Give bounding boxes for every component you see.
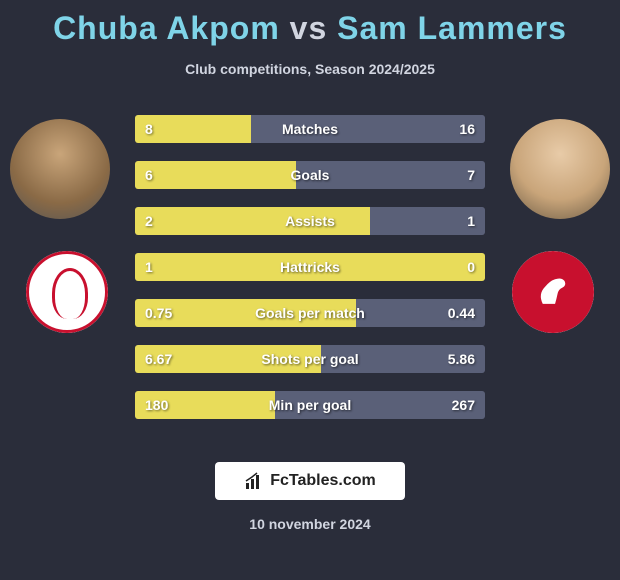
player1-name: Chuba Akpom — [53, 10, 280, 46]
bar-left — [135, 161, 296, 189]
vs-text: vs — [290, 10, 328, 46]
stat-label: Shots per goal — [261, 351, 358, 367]
player1-face-placeholder — [10, 119, 110, 219]
ajax-logo-icon — [26, 251, 108, 333]
chart-icon — [244, 471, 264, 491]
stat-row: 2 1 Assists — [135, 207, 485, 235]
stat-row: 6 7 Goals — [135, 161, 485, 189]
branding-badge: FcTables.com — [215, 462, 405, 500]
stat-row: 6.67 5.86 Shots per goal — [135, 345, 485, 373]
stat-value-left: 8 — [145, 121, 153, 137]
stat-value-right: 267 — [452, 397, 475, 413]
stat-row: 0.75 0.44 Goals per match — [135, 299, 485, 327]
stat-value-right: 16 — [459, 121, 475, 137]
stat-value-right: 0.44 — [448, 305, 475, 321]
branding-text: FcTables.com — [270, 472, 376, 490]
stat-value-left: 2 — [145, 213, 153, 229]
comparison-content: 8 16 Matches 6 7 Goals 2 1 Assists 1 0 Hattricks 0.7… — [0, 107, 620, 437]
stat-value-right: 0 — [467, 259, 475, 275]
stat-value-left: 1 — [145, 259, 153, 275]
stat-value-right: 1 — [467, 213, 475, 229]
player1-avatar — [10, 119, 110, 219]
stat-value-left: 6 — [145, 167, 153, 183]
stat-row: 8 16 Matches — [135, 115, 485, 143]
player1-club-logo — [26, 251, 108, 333]
stat-label: Matches — [282, 121, 338, 137]
comparison-title: Chuba Akpom vs Sam Lammers — [0, 0, 620, 47]
player2-avatar — [510, 119, 610, 219]
stat-value-left: 6.67 — [145, 351, 172, 367]
horse-icon — [528, 267, 577, 316]
stat-label: Hattricks — [280, 259, 340, 275]
stat-label: Goals — [291, 167, 330, 183]
stat-value-right: 5.86 — [448, 351, 475, 367]
stat-value-right: 7 — [467, 167, 475, 183]
stat-value-left: 0.75 — [145, 305, 172, 321]
subtitle: Club competitions, Season 2024/2025 — [0, 61, 620, 77]
player2-club-logo — [512, 251, 594, 333]
player2-face-placeholder — [510, 119, 610, 219]
date-text: 10 november 2024 — [249, 516, 370, 532]
stat-bars-container: 8 16 Matches 6 7 Goals 2 1 Assists 1 0 Hattricks 0.7… — [135, 115, 485, 437]
stat-label: Assists — [285, 213, 335, 229]
stat-value-left: 180 — [145, 397, 168, 413]
stat-row: 1 0 Hattricks — [135, 253, 485, 281]
stat-row: 180 267 Min per goal — [135, 391, 485, 419]
stat-label: Min per goal — [269, 397, 351, 413]
player2-name: Sam Lammers — [337, 10, 567, 46]
stat-label: Goals per match — [255, 305, 365, 321]
twente-logo-icon — [512, 251, 594, 333]
